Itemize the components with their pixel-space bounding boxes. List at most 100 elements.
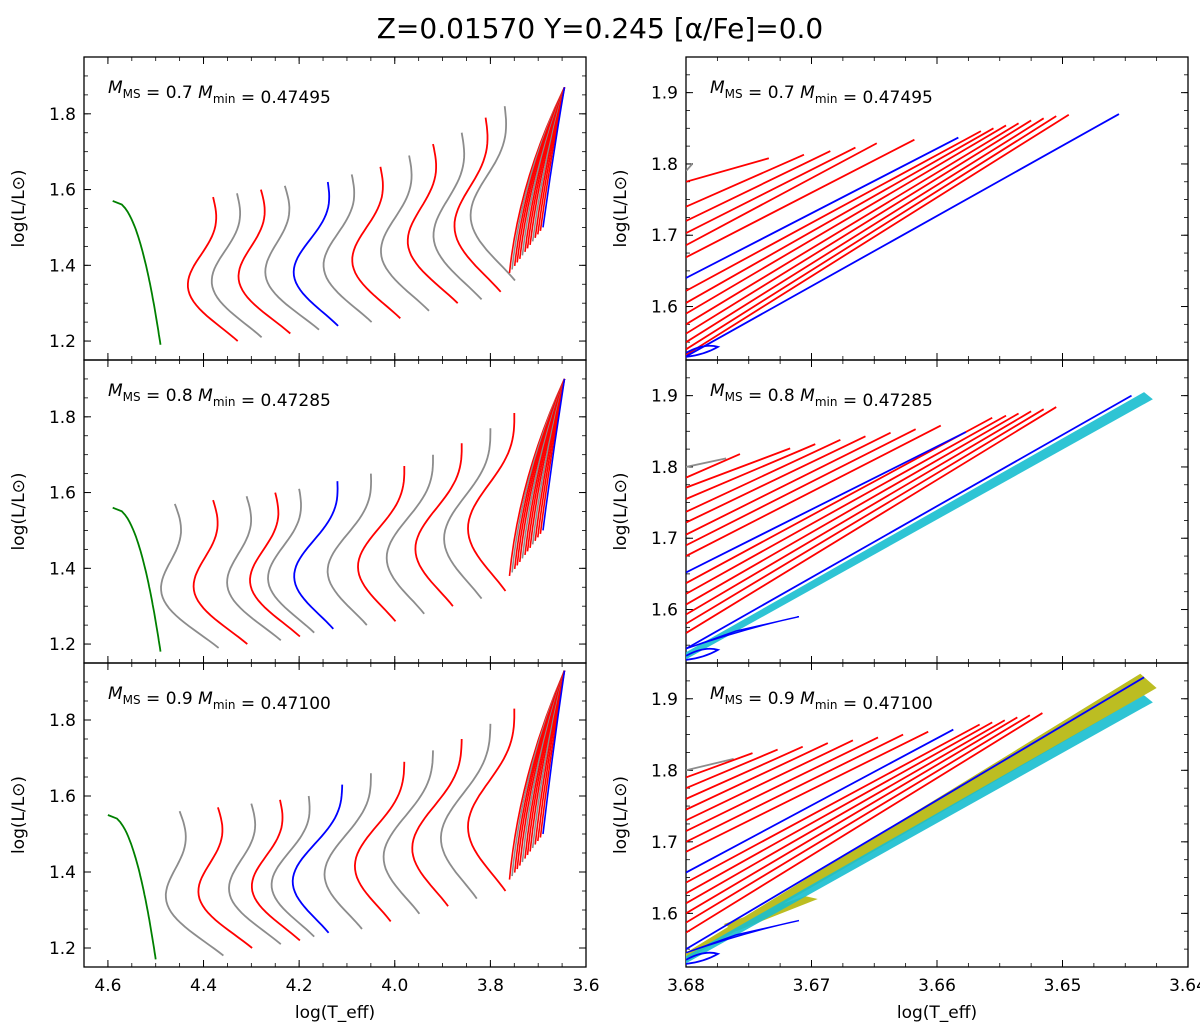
hb-track-blue [293,481,339,630]
red-track [686,736,879,832]
y-tick-label: 1.9 [651,690,678,710]
blue-loop [686,647,721,661]
hb-track-blue [292,181,339,327]
hb-track-grey [160,503,220,649]
red-track [686,745,804,800]
x-tick-label: 3.8 [477,976,504,996]
left-panel-1-annotation: MMS = 0.8 Mmin = 0.47285 [108,381,331,411]
y-axis-label: log(L/L⊙) [9,776,29,854]
red-track [686,431,891,536]
red-track [686,712,1043,934]
x-tick-label: 3.65 [1044,976,1082,996]
y-tick-label: 1.6 [49,787,76,807]
red-track [686,730,929,853]
y-tick-label: 1.4 [49,863,76,883]
grey-track [686,457,727,468]
red-track [686,142,878,247]
y-tick-label: 1.6 [651,298,678,318]
hb-track-green [112,506,162,652]
grey-track [686,163,693,172]
blue-track [686,431,967,574]
grey-track [686,757,734,772]
hb-track-grey [210,193,263,338]
hb-track-red [351,166,401,319]
hb-track-grey [264,185,320,331]
hb-track-red [467,413,516,592]
hb-track-red [187,196,239,342]
y-tick-label: 1.6 [49,484,76,504]
y-tick-label: 1.9 [651,387,678,407]
y-axis-label: log(L/L⊙) [611,169,631,247]
hb-track-grey [380,155,430,312]
red-track [686,748,778,790]
red-track [686,127,994,304]
left-panel-1-series [112,378,566,652]
x-tick-label: 4.0 [381,976,408,996]
blue-loop [686,344,721,358]
red-track [686,410,1032,616]
left-panel-0-series [112,86,566,345]
y-tick-label: 1.2 [49,332,76,352]
red-track [686,719,1006,905]
y-tick-label: 1.7 [651,226,678,246]
blue-track [686,394,1132,650]
x-tick-label: 3.6 [572,976,599,996]
hb-track-grey [385,454,434,615]
right-panel-0-series [686,113,1120,358]
red-track [686,714,1031,924]
hb-track-red [251,799,301,942]
panel-annotation: MMS = 0.7 Mmin = 0.47495 [108,78,331,108]
rgb-track-blue [542,670,566,835]
red-track [686,414,1007,595]
hb-track-red [237,189,291,335]
y-tick-label: 1.6 [651,904,678,924]
blue-track [686,136,959,279]
red-track [686,424,942,557]
right-panel-2-clipped [686,673,1157,965]
y-tick-label: 1.7 [651,529,678,549]
hb-track-grey [164,810,224,957]
hb-track-grey [322,174,373,323]
y-tick-label: 1.8 [49,711,76,731]
red-track [686,742,829,811]
red-track [686,716,1018,915]
hb-track-red [357,466,406,622]
hb-track-grey [469,106,516,282]
red-track [686,113,1070,356]
hb-track-grey [228,803,282,945]
red-track [686,157,770,183]
y-tick-label: 1.7 [651,833,678,853]
red-track [686,117,1045,343]
y-tick-label: 1.4 [49,256,76,276]
x-axis-label-right: log(T_eff) [897,1003,977,1023]
cyan-loop [686,919,800,954]
y-tick-label: 1.8 [651,155,678,175]
red-track [686,412,1020,606]
cyan-band [686,695,1153,964]
y-axis-label: log(L/L⊙) [611,472,631,550]
x-tick-label: 3.64 [1169,976,1200,996]
red-track [686,146,856,234]
y-tick-label: 1.8 [651,458,678,478]
panel-annotation: MMS = 0.7 Mmin = 0.47495 [710,78,933,108]
red-track [686,733,904,843]
right-panel-0-clipped [686,113,1120,358]
hb-track-red [453,117,502,293]
hb-track-green [107,814,157,960]
red-track [686,723,981,884]
right-panel-2-annotation: MMS = 0.9 Mmin = 0.47100 [710,684,933,714]
rgb-track-blue [542,87,566,228]
red-track [686,150,831,222]
red-track [686,752,753,779]
red-track [686,153,805,208]
hb-track-grey [267,488,315,634]
hb-track-red [467,708,516,892]
hb-track-red [414,443,463,607]
y-tick-label: 1.8 [49,408,76,428]
figure-title: Z=0.01570 Y=0.245 [α/Fe]=0.0 [376,12,824,45]
red-track [686,124,1007,315]
cyan-band [686,392,1153,660]
panel-annotation: MMS = 0.8 Mmin = 0.47285 [108,381,331,411]
red-track [686,721,993,895]
panel-annotation: MMS = 0.8 Mmin = 0.47285 [710,381,933,411]
